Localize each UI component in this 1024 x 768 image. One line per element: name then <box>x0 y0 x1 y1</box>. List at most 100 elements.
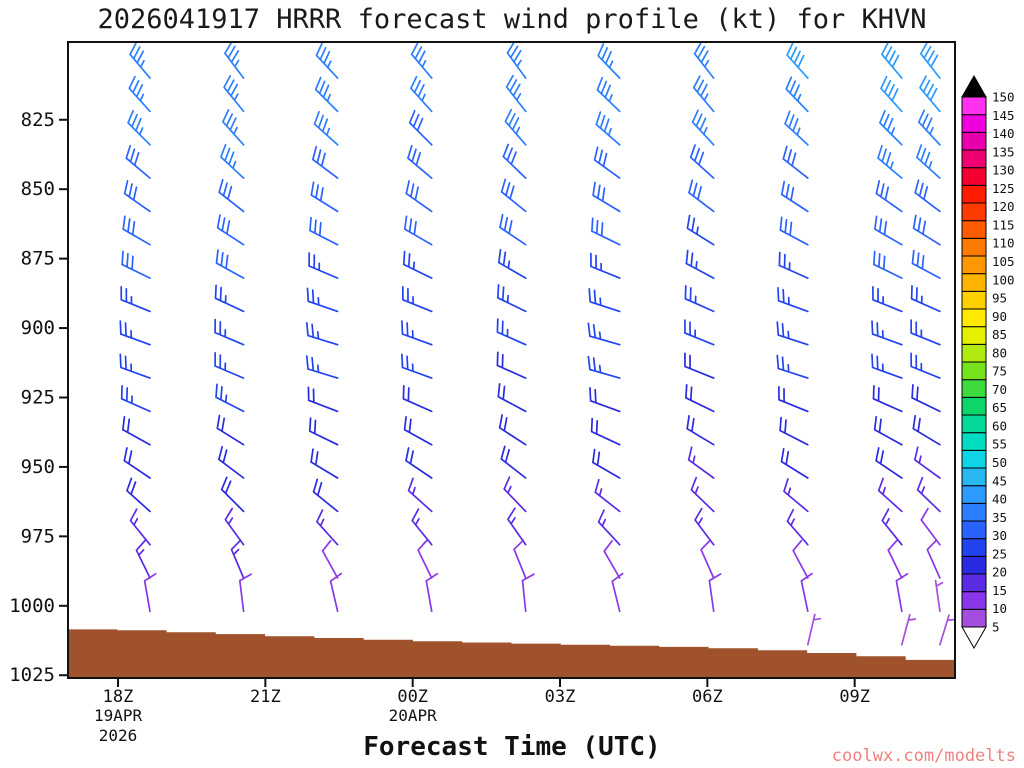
wind-barb <box>119 353 151 379</box>
colorbar-label: 80 <box>992 345 1007 360</box>
wind-barb <box>411 508 433 546</box>
plot-frame <box>67 41 956 679</box>
wind-barb-layer <box>119 43 954 646</box>
colorbar-cell <box>961 202 987 222</box>
wind-barb <box>900 613 917 646</box>
colorbar-label: 70 <box>992 382 1007 397</box>
x-tick-label: 00Z <box>397 687 428 707</box>
wind-barb <box>880 75 903 113</box>
wind-barb <box>792 539 809 579</box>
colorbar-label: 115 <box>992 217 1015 232</box>
colorbar-cell <box>961 220 987 239</box>
y-tick-label: 950 <box>21 456 55 478</box>
wind-barb <box>306 287 339 313</box>
colorbar-label: 90 <box>992 309 1007 324</box>
watermark-link[interactable]: coolwx.com/modelts <box>831 746 1016 766</box>
colorbar-label: 55 <box>992 437 1007 452</box>
colorbar-cell <box>961 308 987 328</box>
colorbar-cell <box>961 432 987 451</box>
wind-barb <box>314 76 339 113</box>
colorbar-cell <box>961 396 987 416</box>
colorbar-label: 50 <box>992 455 1007 470</box>
wind-barb <box>401 353 433 379</box>
wind-barb <box>926 539 941 579</box>
wind-barb <box>407 144 433 179</box>
x-tick-label: 03Z <box>545 687 576 707</box>
wind-barb <box>877 477 903 513</box>
wind-barb <box>505 74 527 113</box>
wind-barb <box>410 75 433 113</box>
colorbar-label: 145 <box>992 108 1015 123</box>
y-tick-label: 925 <box>21 386 55 408</box>
wind-barb <box>129 43 151 79</box>
wind-barb <box>877 144 903 179</box>
wind-barb <box>689 144 715 179</box>
y-tick-label: 825 <box>21 109 55 131</box>
wind-barb <box>911 249 941 279</box>
wind-barb <box>224 43 245 79</box>
wind-barb <box>916 144 941 179</box>
wind-barb <box>126 477 151 513</box>
wind-barb <box>410 43 433 79</box>
wind-barb <box>311 145 339 179</box>
wind-barb <box>592 448 621 479</box>
wind-barb <box>780 447 809 479</box>
colorbar-cell <box>961 167 987 186</box>
x-tick-label: 06Z <box>692 687 723 707</box>
colorbar-cell <box>961 573 987 593</box>
wind-barb <box>778 385 809 413</box>
colorbar-label: 25 <box>992 546 1007 561</box>
colorbar-label: 75 <box>992 364 1007 379</box>
wind-barb <box>779 216 809 246</box>
wind-barb <box>592 181 621 213</box>
wind-barb <box>684 319 715 346</box>
wind-barb <box>120 384 151 413</box>
wind-barb <box>403 415 433 446</box>
x-tick-label: 18Z <box>103 687 134 707</box>
wind-barb <box>122 415 151 446</box>
wind-barb <box>594 478 621 513</box>
wind-barb <box>587 322 621 346</box>
wind-barb <box>783 478 809 513</box>
colorbar-label: 140 <box>992 126 1015 141</box>
wind-barb <box>312 478 339 513</box>
colorbar-label: 95 <box>992 291 1007 306</box>
colorbar-over-arrow <box>961 74 987 98</box>
wind-barb <box>784 110 809 146</box>
wind-barb <box>496 318 527 346</box>
wind-barb <box>308 252 339 279</box>
wind-barb <box>214 352 245 379</box>
wind-barb <box>590 217 621 246</box>
colorbar-label: 60 <box>992 418 1007 433</box>
wind-barb <box>310 448 339 479</box>
wind-barb <box>217 445 245 479</box>
wind-barb <box>218 178 245 213</box>
wind-barb <box>777 286 809 313</box>
wind-barb <box>120 285 151 313</box>
wind-barb <box>595 111 621 146</box>
wind-barb <box>779 416 809 446</box>
y-tick-label: 975 <box>21 525 55 547</box>
wind-barb <box>917 109 941 146</box>
y-tick-label: 1000 <box>9 595 55 617</box>
wind-barb <box>692 75 715 113</box>
wind-barb <box>127 109 151 146</box>
wind-barb <box>910 352 941 379</box>
wind-barb <box>405 447 433 479</box>
colorbar-cell <box>961 131 987 151</box>
colorbar-under-arrow <box>961 626 987 650</box>
wind-barb <box>506 43 527 79</box>
wind-barb <box>497 383 527 413</box>
wind-barb <box>215 249 245 279</box>
colorbar-cell <box>961 555 987 575</box>
wind-barb <box>417 539 433 579</box>
wind-barb <box>684 284 715 313</box>
wind-barb <box>513 539 527 579</box>
colorbar-cell <box>961 467 987 487</box>
wind-barb <box>785 76 809 113</box>
wind-barb <box>875 180 903 213</box>
wind-barb <box>230 539 245 579</box>
wind-barb <box>321 539 339 579</box>
wind-barb <box>119 320 151 346</box>
